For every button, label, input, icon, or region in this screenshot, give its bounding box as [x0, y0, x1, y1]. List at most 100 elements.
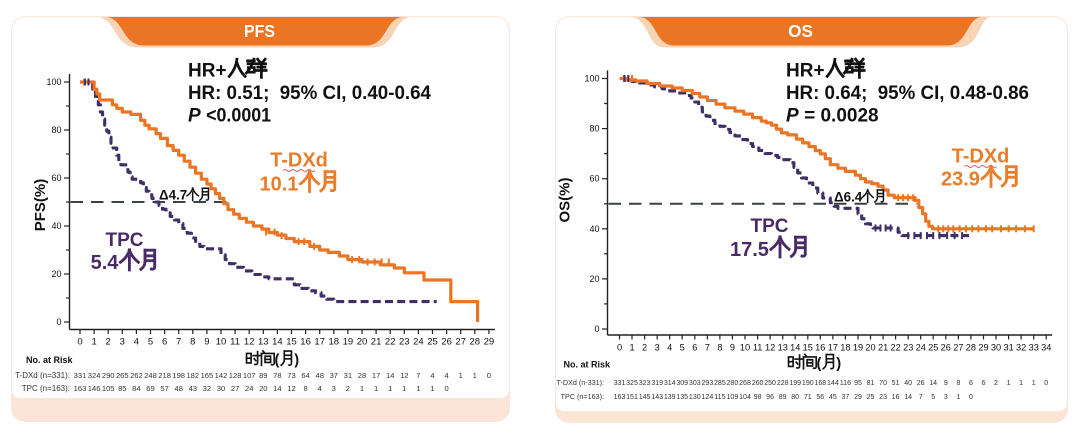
svg-text:9: 9	[944, 380, 948, 387]
svg-text:142: 142	[215, 371, 228, 380]
svg-text:25: 25	[928, 343, 938, 353]
svg-text:248: 248	[144, 371, 157, 380]
svg-text:OS: OS	[788, 21, 813, 41]
svg-text:P: P	[786, 106, 799, 127]
svg-text:5: 5	[148, 337, 153, 348]
svg-text:124: 124	[702, 394, 714, 401]
svg-text:26: 26	[441, 337, 452, 348]
svg-text:1: 1	[360, 384, 364, 393]
svg-text:26: 26	[941, 343, 951, 353]
svg-text:60: 60	[589, 174, 599, 184]
svg-text:17.5: 17.5	[730, 239, 769, 261]
svg-text:71: 71	[804, 394, 812, 401]
svg-text:89: 89	[779, 394, 787, 401]
svg-text:84: 84	[132, 384, 140, 393]
svg-text:13: 13	[778, 343, 788, 353]
svg-text:1: 1	[473, 371, 477, 380]
svg-text:9: 9	[730, 343, 735, 353]
svg-text:12: 12	[244, 337, 255, 348]
svg-text:10: 10	[740, 343, 750, 353]
svg-text:40: 40	[904, 380, 912, 387]
svg-text:No. at Risk: No. at Risk	[564, 360, 612, 370]
svg-text:12: 12	[400, 371, 408, 380]
svg-text:14: 14	[272, 337, 283, 348]
svg-text:331: 331	[614, 380, 626, 387]
svg-text:6: 6	[982, 380, 986, 387]
svg-text:18: 18	[329, 337, 340, 348]
svg-text:100: 100	[584, 74, 599, 84]
svg-text:198: 198	[172, 371, 185, 380]
svg-text:8: 8	[717, 343, 722, 353]
svg-text:13: 13	[258, 337, 269, 348]
svg-text:7: 7	[176, 337, 181, 348]
svg-text:107: 107	[243, 371, 256, 380]
svg-text:323: 323	[639, 380, 651, 387]
svg-text:23.9: 23.9	[941, 169, 980, 191]
svg-text:4: 4	[318, 384, 322, 393]
svg-text:HR: 0.64; 95% CI, 0.48-0.86: HR: 0.64; 95% CI, 0.48-0.86	[786, 83, 1029, 104]
svg-text:2: 2	[994, 380, 998, 387]
svg-text:0: 0	[594, 324, 599, 334]
svg-text:228: 228	[777, 380, 789, 387]
svg-text:29: 29	[978, 343, 988, 353]
svg-text:26: 26	[917, 380, 925, 387]
svg-text:163: 163	[74, 384, 87, 393]
svg-text:21: 21	[371, 337, 382, 348]
svg-text:1: 1	[459, 371, 463, 380]
svg-text:4: 4	[430, 371, 434, 380]
svg-text:60: 60	[51, 173, 61, 183]
svg-text:165: 165	[201, 371, 214, 380]
svg-text:14: 14	[904, 394, 912, 401]
svg-text:182: 182	[186, 371, 199, 380]
svg-text:17: 17	[314, 337, 325, 348]
svg-text:115: 115	[714, 394, 725, 401]
svg-text:6: 6	[162, 337, 167, 348]
svg-text:151: 151	[626, 394, 638, 401]
svg-text:1: 1	[416, 384, 420, 393]
svg-text:OS(%): OS(%)	[557, 177, 574, 222]
svg-text:(: (	[817, 356, 822, 372]
svg-text:TPC (n=163):: TPC (n=163):	[561, 392, 604, 401]
svg-text:22: 22	[890, 343, 900, 353]
svg-text:30: 30	[217, 384, 225, 393]
svg-text:20: 20	[259, 384, 267, 393]
svg-text:1: 1	[430, 384, 434, 393]
svg-text:7: 7	[416, 371, 420, 380]
svg-text:5.4: 5.4	[91, 252, 120, 274]
svg-text:309: 309	[676, 380, 688, 387]
svg-text:<0.0001: <0.0001	[206, 106, 271, 127]
svg-text:190: 190	[802, 380, 814, 387]
svg-text:144: 144	[827, 380, 839, 387]
svg-text:T-DXd: T-DXd	[270, 150, 328, 172]
svg-text:104: 104	[739, 394, 751, 401]
svg-text:293: 293	[702, 380, 714, 387]
svg-text:73: 73	[287, 371, 295, 380]
svg-text:29: 29	[854, 394, 862, 401]
svg-text:319: 319	[651, 380, 663, 387]
svg-text:20: 20	[865, 343, 875, 353]
svg-text:37: 37	[841, 394, 849, 401]
svg-text:128: 128	[229, 371, 242, 380]
svg-text:4: 4	[134, 337, 139, 348]
svg-text:80: 80	[791, 394, 799, 401]
svg-text:19: 19	[853, 343, 863, 353]
svg-text:8: 8	[303, 384, 307, 393]
svg-text:TPC: TPC	[106, 230, 144, 251]
svg-text:18: 18	[840, 343, 850, 353]
svg-text:32: 32	[1016, 343, 1026, 353]
svg-text:0: 0	[444, 384, 448, 393]
svg-text:33: 33	[1029, 343, 1039, 353]
svg-text:56: 56	[816, 394, 824, 401]
svg-text:27: 27	[455, 337, 466, 348]
svg-text:265: 265	[116, 371, 129, 380]
svg-text:57: 57	[160, 384, 168, 393]
svg-text:7: 7	[919, 394, 923, 401]
svg-text:85: 85	[118, 384, 126, 393]
svg-text:HR: 0.51; 95% CI, 0.40-0.64: HR: 0.51; 95% CI, 0.40-0.64	[188, 83, 431, 104]
svg-text:303: 303	[689, 380, 701, 387]
svg-text:48: 48	[174, 384, 182, 393]
svg-text:98: 98	[754, 394, 762, 401]
svg-text:PFS: PFS	[244, 21, 275, 41]
svg-text:0: 0	[487, 371, 491, 380]
svg-text:5: 5	[931, 394, 935, 401]
